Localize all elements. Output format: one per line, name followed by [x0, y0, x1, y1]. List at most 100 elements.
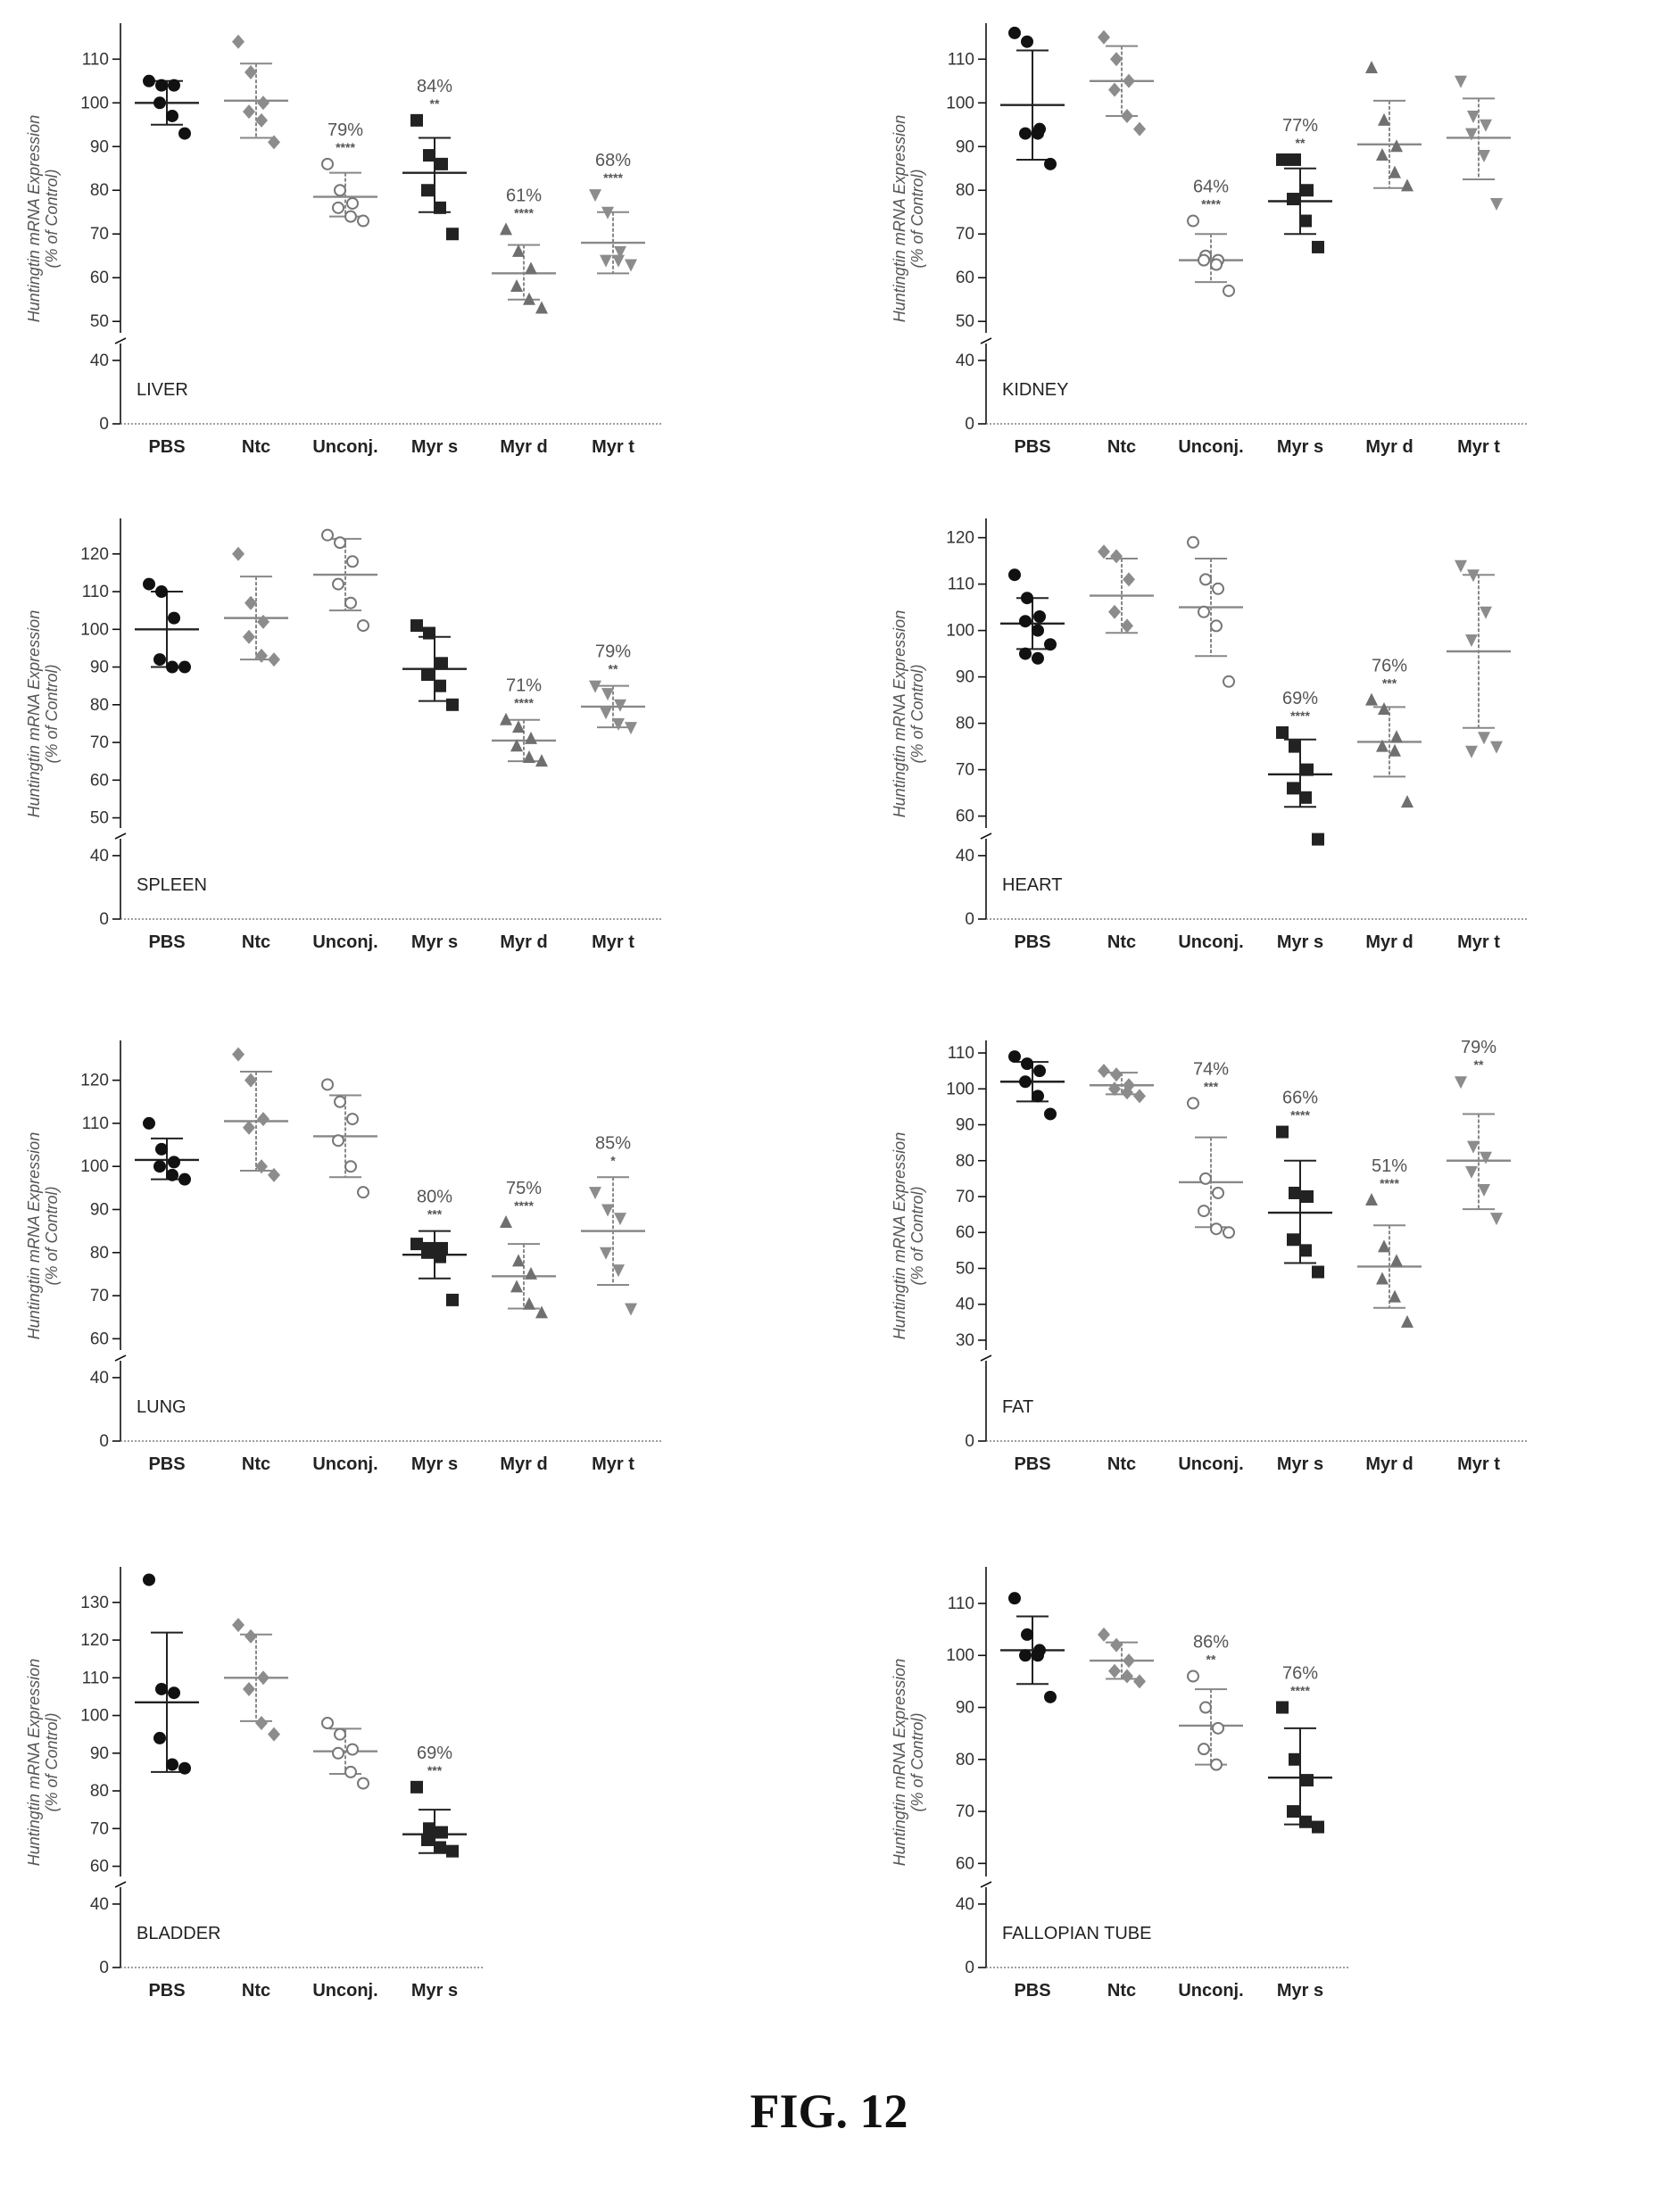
y-tick-90-label: 90 [90, 1744, 109, 1763]
y-tick-80-label: 80 [956, 715, 974, 733]
chart-panel-bladder: Huntingtin mRNA Expression(% of Control)… [18, 1553, 678, 2017]
series-myr-s: ****66% [1268, 1089, 1332, 1279]
data-point [1480, 1151, 1492, 1164]
data-point [178, 1761, 191, 1775]
data-point [1389, 1289, 1401, 1303]
y-tick-80-label: 80 [956, 181, 974, 200]
series-myr-s: ****76% [1268, 1664, 1332, 1834]
data-point [1276, 1125, 1289, 1139]
data-point [257, 614, 269, 629]
data-point [344, 210, 357, 223]
data-point [1378, 1239, 1390, 1253]
y-tick-110-label: 110 [948, 1595, 974, 1613]
data-point [1299, 1815, 1312, 1828]
data-point [321, 528, 334, 542]
data-point [1019, 615, 1032, 628]
y-tick-60-label: 60 [956, 808, 974, 826]
y-tick-80-label: 80 [90, 1244, 109, 1263]
data-point [1365, 1193, 1378, 1206]
axis-break-mark [980, 337, 992, 344]
data-point [1287, 1233, 1299, 1247]
tissue-label: FALLOPIAN TUBE [1002, 1924, 1151, 1943]
series-myr-s [402, 619, 467, 711]
y-axis-label: Huntingtin mRNA Expression(% of Control) [891, 62, 926, 375]
data-point [421, 1833, 434, 1846]
y-tick-100-label: 100 [946, 94, 974, 112]
data-point [512, 244, 525, 257]
y-tick-100-label: 100 [80, 1707, 109, 1726]
data-point [1467, 110, 1480, 123]
data-point [510, 739, 523, 752]
percent-label: 84% [417, 77, 452, 96]
y-tick-80-label: 80 [90, 181, 109, 200]
data-point [1378, 112, 1390, 126]
data-point [178, 660, 191, 674]
data-point [1032, 1089, 1044, 1103]
data-point [600, 707, 612, 720]
data-point [423, 626, 435, 640]
data-point [1121, 618, 1133, 634]
y-tick-90-label: 90 [90, 137, 109, 156]
data-point [446, 698, 459, 711]
data-point [1123, 1653, 1135, 1669]
tissue-label: SPLEEN [137, 875, 207, 895]
data-point [178, 127, 191, 140]
series-myr-d: ****71% [492, 676, 556, 767]
data-point [1199, 573, 1212, 586]
data-point [1376, 739, 1389, 752]
y-tick-100-label: 100 [946, 1080, 974, 1098]
y-tick-110-label: 110 [948, 50, 974, 69]
data-point [1455, 559, 1467, 573]
data-point [1198, 605, 1210, 618]
y-tick-120-label: 120 [80, 1631, 109, 1650]
series-myr-t [1447, 559, 1511, 758]
data-point [1032, 624, 1044, 637]
data-point [589, 1187, 601, 1200]
data-point [1021, 1628, 1033, 1641]
chart-svg: 50 60 70 80 90 100 110 0 40 LIVER PBS Ntc Unconj. Myr… [80, 23, 662, 457]
data-point [523, 750, 535, 763]
data-point [1033, 1065, 1046, 1078]
data-point [625, 722, 637, 735]
chart-panel-heart: Huntingtin mRNA Expression(% of Control)… [883, 504, 1544, 968]
y-tick-90-label: 90 [956, 668, 974, 687]
data-point [1299, 791, 1312, 804]
axis-break-mark [114, 1881, 127, 1888]
data-point [1467, 1140, 1480, 1154]
data-point [423, 1822, 435, 1835]
significance-stars: ** [1474, 1057, 1484, 1072]
significance-stars: **** [1290, 708, 1310, 723]
x-tick-label-pbs: PBS [1014, 437, 1050, 457]
data-point [601, 206, 614, 220]
x-tick-label-unconj-: Unconj. [312, 437, 377, 457]
data-point [1287, 1805, 1299, 1818]
data-point [1312, 1820, 1324, 1834]
data-point [625, 1303, 637, 1316]
series-ntc [1090, 1064, 1154, 1104]
data-point [1401, 1314, 1413, 1328]
x-tick-label-ntc: Ntc [242, 1981, 270, 2001]
data-point [1108, 1081, 1121, 1097]
data-point [1032, 1649, 1044, 1662]
y-tick-0-label: 0 [965, 415, 974, 434]
y-tick-50-label: 50 [956, 312, 974, 331]
data-point [525, 261, 537, 275]
data-point [1210, 619, 1223, 633]
data-point [155, 79, 168, 92]
series-pbs [1000, 1050, 1065, 1121]
data-point [1289, 153, 1301, 166]
data-point [1133, 1089, 1146, 1104]
data-point [1044, 638, 1057, 651]
percent-label: 79% [595, 642, 631, 662]
y-axis-label: Huntingtin mRNA Expression(% of Control) [891, 558, 926, 870]
series-myr-d: ****75% [492, 1179, 556, 1319]
y-tick-40-label: 40 [956, 1895, 974, 1914]
significance-stars: *** [1382, 676, 1397, 691]
data-point [1210, 1222, 1223, 1236]
data-point [334, 536, 346, 550]
data-point [1299, 1244, 1312, 1257]
data-point [1276, 1701, 1289, 1714]
x-tick-label-myr-t: Myr t [592, 932, 634, 952]
x-tick-label-unconj-: Unconj. [1178, 437, 1243, 457]
percent-label: 86% [1193, 1633, 1229, 1653]
